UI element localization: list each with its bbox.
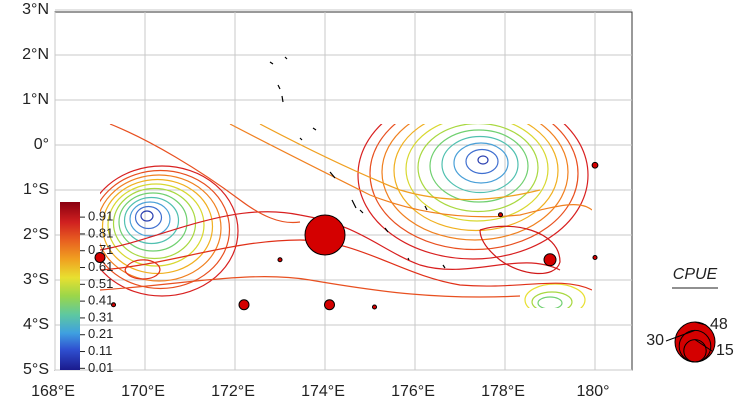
y-tick-label: 1°N — [22, 91, 49, 108]
catch-bubble — [497, 212, 504, 218]
catch-bubble — [94, 252, 106, 263]
contour-line — [101, 178, 214, 275]
x-tick-label: 174°E — [301, 383, 345, 400]
colorbar-tick-label: 0.71 — [88, 242, 113, 257]
contour-line — [129, 201, 171, 237]
contour-line — [441, 135, 519, 194]
colorbar-tick-label: 0.01 — [88, 360, 113, 375]
legend-bubble — [674, 321, 716, 363]
y-tick-label: 4°S — [23, 316, 49, 333]
contour-line — [369, 124, 579, 251]
colorbar-tick-label: 0.81 — [88, 225, 113, 240]
y-tick-label: 1°S — [23, 181, 49, 198]
contour-line — [465, 148, 499, 175]
colorbar-tick-label: 0.91 — [88, 209, 113, 224]
x-tick-label: 168°E — [31, 383, 75, 400]
contour-line — [405, 124, 549, 222]
catch-bubble — [110, 302, 117, 308]
legend-title: CPUE — [673, 266, 718, 283]
legend-leader — [694, 321, 707, 326]
legend-leader — [665, 329, 696, 342]
contour-line — [417, 124, 539, 213]
x-tick-label: 178°E — [481, 383, 525, 400]
colorbar-scale — [60, 202, 80, 370]
contours — [100, 124, 592, 308]
colorbar-tick-label: 0.41 — [88, 293, 113, 308]
bubbles — [94, 161, 599, 311]
colorbar-tick-label: 0.11 — [88, 343, 112, 358]
colorbar-tick-label: 0.51 — [88, 276, 113, 291]
contour-line — [524, 283, 586, 308]
y-tick-label: 0° — [34, 136, 49, 153]
legend-size-label: 15 — [716, 342, 734, 359]
legend-size-label: 48 — [710, 316, 728, 333]
contour-line — [100, 239, 592, 291]
y-tick-label: 2°S — [23, 226, 49, 243]
contour-line — [453, 142, 509, 184]
catch-bubble — [324, 299, 335, 311]
contour-line — [100, 169, 231, 290]
contour-line — [118, 192, 188, 252]
x-tick-label: 172°E — [211, 383, 255, 400]
contour-line — [123, 196, 180, 245]
catch-bubble — [238, 299, 250, 311]
contour-line — [140, 210, 154, 222]
contour-line — [381, 124, 569, 241]
contour-line — [109, 124, 301, 224]
catch-bubble — [543, 253, 557, 267]
contour-line — [477, 155, 489, 165]
plot-frame — [54, 11, 633, 371]
catch-bubble — [304, 214, 346, 256]
contour-line — [100, 174, 222, 282]
legend: CPUE 48 30 15 — [646, 266, 734, 363]
contour-line — [100, 211, 561, 271]
contour-line — [393, 124, 559, 232]
contour-line — [537, 296, 563, 308]
axes: 168°E 170°E 172°E 174°E 176°E 178°E 180° 3°N 2°N… — [22, 1, 609, 400]
contour-line — [100, 165, 239, 297]
contour-line — [124, 259, 161, 280]
colorbar-tick-label: 0.61 — [88, 259, 113, 274]
colorbar-tick-label: 0.21 — [88, 326, 113, 341]
contour-line — [429, 129, 529, 203]
x-tick-label: 180° — [576, 383, 609, 400]
legend-size-label: 30 — [646, 332, 664, 349]
colorbar: 0.01 0.11 0.21 0.310.41 0.51 0.61 0.71 0.810.91 — [60, 202, 113, 375]
catch-bubble — [592, 254, 598, 261]
y-tick-label: 3°S — [23, 271, 49, 288]
colorbar-tick-label: 0.31 — [88, 309, 113, 324]
y-tick-label: 5°S — [23, 361, 49, 378]
coastline — [269, 56, 446, 269]
contour-line — [479, 225, 561, 275]
contour-line — [259, 124, 541, 201]
legend-leader — [694, 339, 713, 352]
catch-bubble — [277, 257, 283, 263]
contour-line — [357, 124, 589, 260]
contour-line — [107, 183, 205, 267]
contour-line — [100, 276, 521, 298]
x-tick-label: 176°E — [391, 383, 435, 400]
catch-bubble — [591, 161, 599, 169]
contour-line — [229, 124, 592, 218]
contour-line — [531, 291, 573, 308]
y-tick-label: 3°N — [22, 1, 49, 18]
y-tick-label: 2°N — [22, 46, 49, 63]
x-tick-label: 170°E — [121, 383, 165, 400]
contour-line — [134, 205, 163, 230]
catch-bubble — [371, 304, 378, 310]
